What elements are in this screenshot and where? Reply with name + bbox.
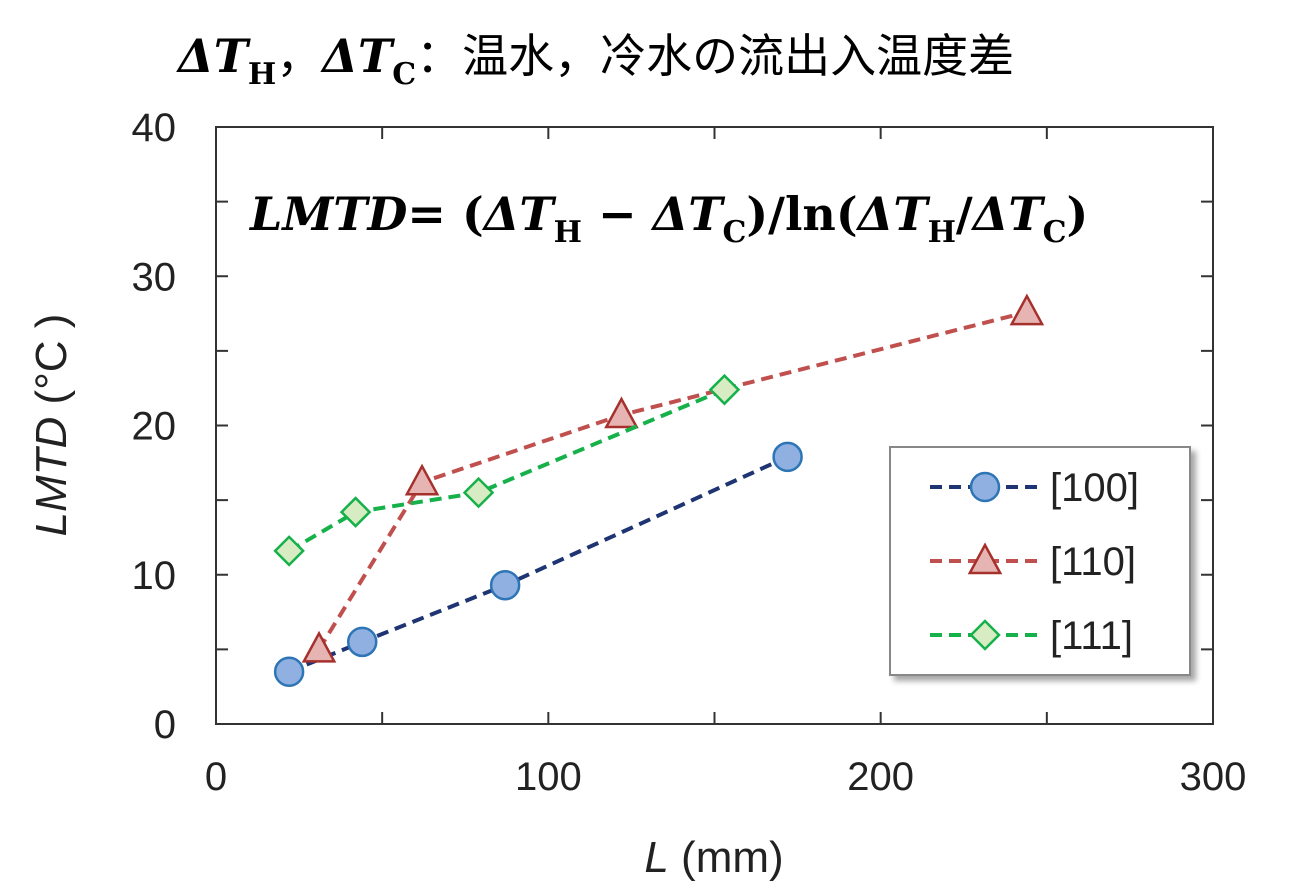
data-point [489,569,521,601]
data-point [346,626,378,658]
series-line [317,310,1028,651]
x-tick-label: 300 [1180,755,1247,799]
data-point [1009,293,1045,326]
y-tick-label: 20 [132,405,177,449]
formula: LMTD= (ΔTH − ΔTC)/ln(ΔTH/ΔTC) [248,187,1088,250]
legend-entry: [100] [930,466,1139,510]
title-delta-th: ΔT [176,29,252,83]
data-point [339,496,372,528]
legend-marker [969,619,1001,651]
axis-ticks: 0 100 200 300 0 10 20 30 40 [132,106,1247,799]
title-comma: ， [276,29,322,83]
data-point [404,463,440,496]
data-point [273,535,305,567]
data-point [772,441,803,473]
data-point [273,656,305,688]
series-circle [273,441,803,688]
title-description: 温水，冷水の流出入温度差 [462,29,1014,83]
legend: [100] [110] [111] [889,446,1191,676]
legend-label: [110] [1050,540,1136,584]
legend-label: [100] [1050,466,1139,510]
legend-marker [967,542,1003,575]
y-tick-label: 40 [132,106,177,150]
data-point [708,373,741,406]
legend-entry: [110] [930,540,1136,584]
formula-eq: = ( [407,187,483,241]
legend-label: [111] [1050,614,1133,658]
series-diamond [273,373,741,567]
legend-entry: [111] [930,614,1133,658]
chart-title: ΔTH，ΔTC：温水，冷水の流出入温度差 [176,29,1014,92]
y-axis-label: LMTD (°C ) [27,314,76,537]
x-tick-label: 100 [515,755,582,799]
title-delta-tc: ΔT [320,29,396,83]
formula-lhs: LMTD [248,187,407,241]
data-point [604,396,639,429]
y-tick-label: 30 [132,255,177,299]
series-triangle [301,293,1045,663]
legend-marker [969,471,1001,503]
y-tick-label: 0 [154,703,176,747]
title-colon: ： [416,29,462,83]
x-axis-label: L (mm) [644,833,783,882]
data-series [273,293,1045,688]
title-sub-c: C [392,57,416,92]
title-sub-h: H [248,57,276,92]
data-point [462,476,495,509]
y-tick-label: 10 [132,554,177,598]
x-tick-label: 200 [847,755,914,799]
data-point [301,630,337,663]
series-line [288,387,726,553]
x-tick-label: 0 [205,755,227,799]
